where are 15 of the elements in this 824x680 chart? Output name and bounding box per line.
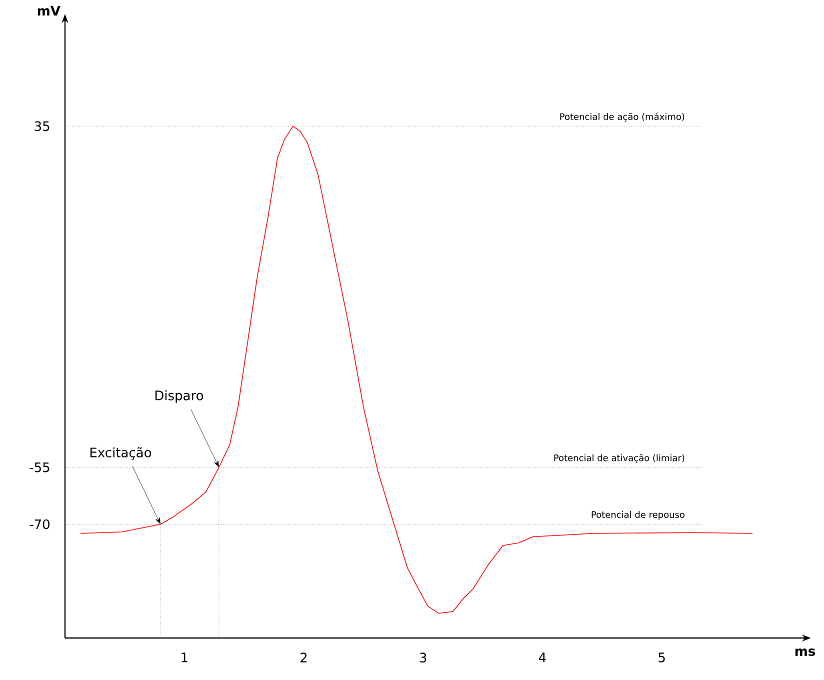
annotation: Excitação <box>90 447 152 460</box>
x-tick-label: 3 <box>420 652 426 663</box>
annotation: Disparo <box>155 390 204 403</box>
y-tick-label: -55 <box>30 462 50 472</box>
ref-line-label: Potencial de ação (máximo) <box>560 112 684 122</box>
ref-line-label: Potencial de repouso <box>592 511 684 520</box>
y-tick-label: 35 <box>34 121 50 132</box>
x-tick-label: 5 <box>658 652 665 662</box>
x-tick-label: 2 <box>300 652 307 662</box>
y-tick-label: -70 <box>30 519 50 530</box>
x-tick-label: 4 <box>538 652 546 662</box>
x-tick-label: 1 <box>182 652 188 662</box>
x-axis-title: ms <box>795 648 816 656</box>
y-axis-title: mV <box>38 6 60 16</box>
ref-line-label: Potencial de ativação (limiar) <box>554 454 684 463</box>
